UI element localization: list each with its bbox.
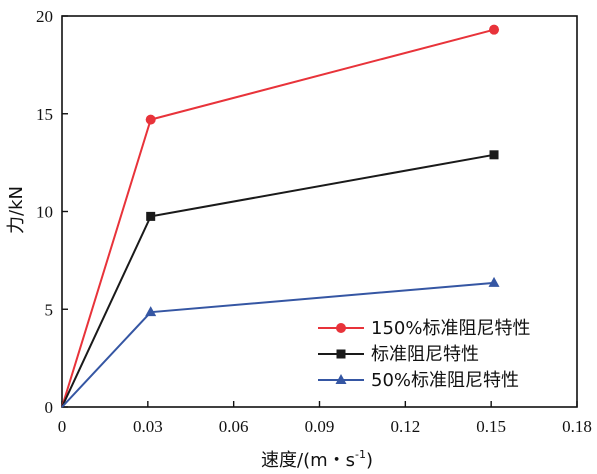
y-tick-label: 5	[45, 300, 54, 319]
series-layer	[61, 24, 500, 408]
x-tick-label: 0	[58, 417, 67, 436]
y-tick-label: 10	[36, 203, 53, 222]
legend-marker	[335, 374, 347, 384]
x-axis-title-superscript: -1	[355, 448, 366, 461]
x-tick-label: 0.15	[476, 417, 506, 436]
data-point	[488, 276, 500, 287]
legend-item: 50%标准阻尼特性	[318, 370, 519, 391]
series-2	[61, 276, 500, 408]
series-0	[61, 24, 500, 408]
legend-marker	[336, 323, 346, 333]
x-tick-label: 0.03	[133, 417, 163, 436]
data-point	[145, 306, 157, 317]
y-axis-title: 力/kN	[6, 186, 27, 234]
legend-marker	[336, 349, 346, 359]
x-axis-title: 速度/(m・s-1)	[261, 448, 373, 471]
legend-label: 150%标准阻尼特性	[371, 318, 530, 339]
x-tick-label: 0.12	[390, 417, 420, 436]
data-point	[489, 24, 500, 35]
y-tick-label: 15	[36, 105, 53, 124]
data-point	[146, 211, 156, 221]
x-tick-label: 0.06	[219, 417, 249, 436]
x-axis-title-main: 速度/(m・s	[261, 450, 355, 471]
legend-item: 标准阻尼特性	[318, 344, 479, 365]
legend-label: 50%标准阻尼特性	[371, 370, 519, 391]
axes: 0 0.03 0.06 0.09 0.12 0.15 0.18 0 5 10 15 20	[36, 7, 592, 436]
x-tick-label: 0.18	[562, 417, 592, 436]
data-point	[489, 150, 499, 160]
data-point	[145, 114, 156, 125]
y-tick-label: 20	[36, 7, 53, 26]
x-axis-title-end: )	[366, 450, 373, 471]
series-1	[61, 150, 499, 408]
legend-label: 标准阻尼特性	[371, 344, 479, 365]
x-tick-label: 0.09	[305, 417, 335, 436]
y-tick-label: 0	[45, 398, 54, 417]
legend-item: 150%标准阻尼特性	[318, 318, 530, 339]
